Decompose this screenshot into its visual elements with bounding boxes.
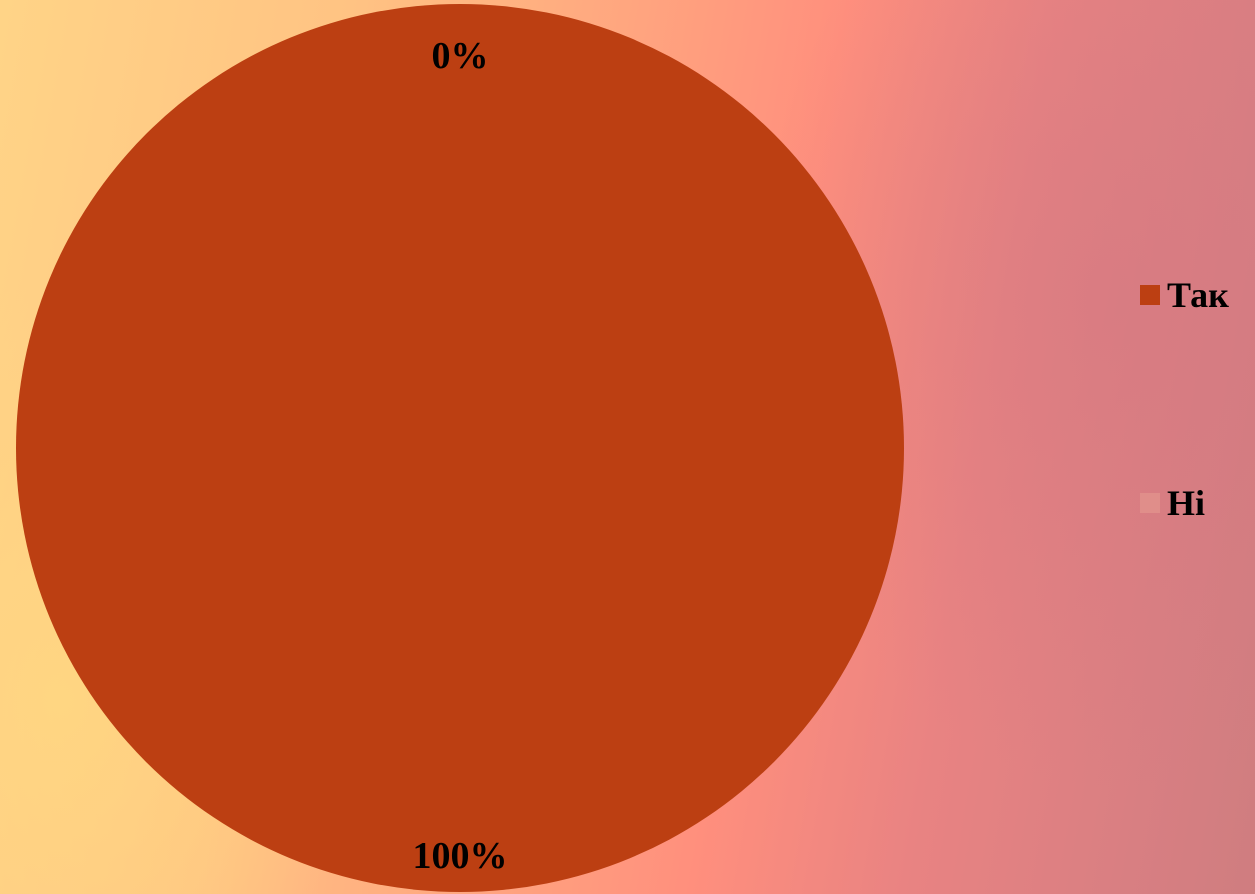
legend-label-ni: Ні [1167,483,1206,523]
pie-slice-tak [16,4,904,892]
legend-item-tak: Так [1140,270,1255,320]
pie-slices [16,4,904,892]
legend-swatch-tak [1140,285,1160,305]
legend: Так Ні [1140,270,1255,686]
legend-swatch-ni [1140,493,1160,513]
data-label-tak: 100% [413,835,508,877]
legend-item-ni: Ні [1140,478,1255,528]
legend-label-tak: Так [1167,275,1229,315]
data-label-ni: 0% [432,35,489,77]
